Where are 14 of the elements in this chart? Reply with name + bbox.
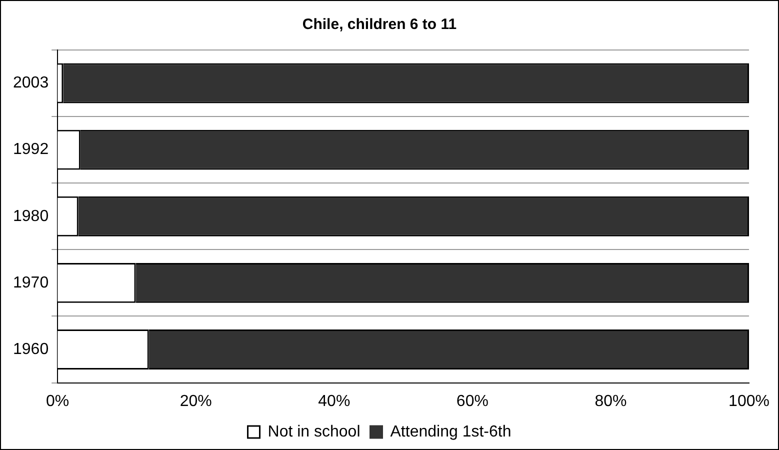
x-tick-label: 80% (594, 392, 627, 410)
y-tick-label: 1960 (13, 340, 49, 358)
x-tick-label: 60% (456, 392, 488, 410)
x-tick-label: 0% (46, 392, 70, 410)
y-tick-label: 2003 (13, 74, 49, 92)
y-tick-label: 1970 (13, 274, 49, 292)
legend-label: Attending 1st-6th (390, 423, 512, 440)
y-tick-label: 1992 (13, 141, 49, 158)
y-tick-label: 1980 (13, 208, 49, 225)
x-tick-label: 40% (318, 392, 350, 410)
legend-label: Not in school (268, 423, 360, 440)
x-tick-label: 20% (180, 392, 212, 410)
chart-title: Chile, children 6 to 11 (302, 16, 457, 34)
x-tick-label: 100% (728, 392, 770, 410)
